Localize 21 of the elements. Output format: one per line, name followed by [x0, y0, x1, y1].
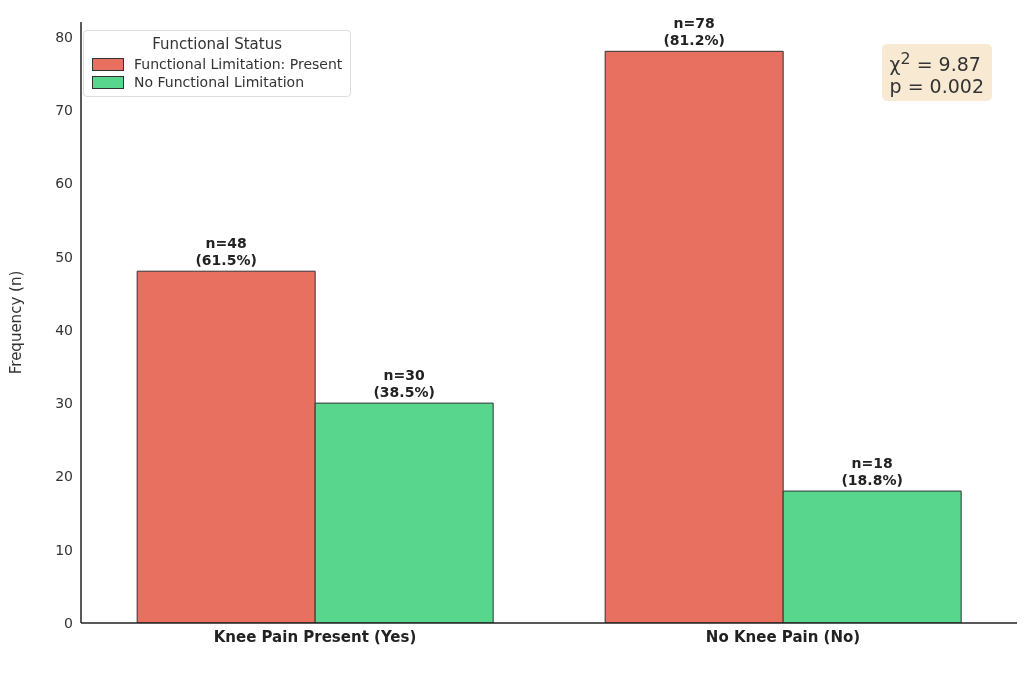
x-tick-label: Knee Pain Present (Yes)	[213, 627, 417, 646]
y-tick-label: 30	[55, 395, 73, 412]
y-tick-label: 10	[55, 541, 73, 558]
y-tick-label: 80	[55, 28, 73, 45]
data-label: n=48 (61.5%)	[195, 235, 257, 269]
annotation: χ$^{2}$ = 9.87	[889, 48, 982, 76]
annotation: p = 0.002	[889, 75, 984, 98]
legend-label: No Functional Limitation	[134, 74, 305, 90]
y-axis-title: Frequency (n)	[7, 270, 26, 375]
y-tick-label: 20	[55, 468, 73, 485]
data-label: n=18 (18.8%)	[841, 455, 903, 489]
legend-label: Functional Limitation: Present	[134, 56, 343, 72]
legend-title: Functional Status	[151, 35, 283, 53]
y-tick-label: 0	[64, 614, 73, 631]
data-label: n=30 (38.5%)	[373, 367, 435, 401]
x-tick-label: No Knee Pain (No)	[705, 627, 861, 646]
y-tick-label: 60	[55, 175, 73, 192]
data-label: n=78 (81.2%)	[663, 15, 725, 49]
y-tick-label: 70	[55, 101, 73, 118]
y-tick-label: 40	[55, 321, 73, 338]
y-tick-label: 50	[55, 248, 73, 265]
